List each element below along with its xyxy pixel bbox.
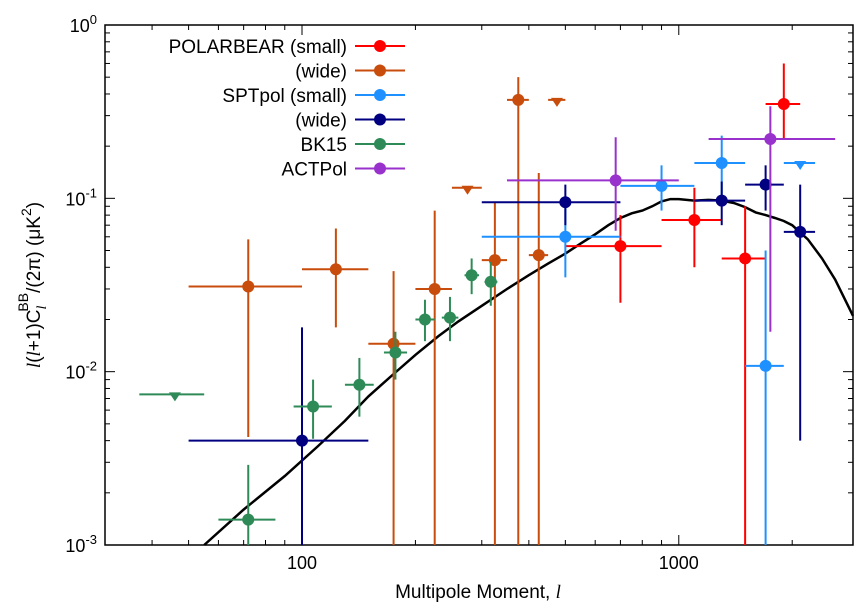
- data-point: [759, 178, 772, 191]
- series-5-group: [506, 106, 836, 332]
- y-tick-label: 10-2: [65, 359, 97, 383]
- legend-label: BK15: [301, 135, 347, 156]
- series-0-group: [565, 63, 801, 545]
- series-2-group: [481, 135, 816, 545]
- x-tick-label: 1000: [659, 553, 699, 573]
- legend-swatch-marker: [374, 138, 386, 150]
- data-point: [242, 513, 255, 526]
- series-1-group: [188, 77, 566, 545]
- upper-limit-marker: [550, 97, 563, 107]
- data-point: [296, 434, 309, 447]
- upper-limit-marker: [461, 185, 474, 195]
- data-point: [655, 179, 668, 192]
- data-point: [443, 311, 456, 324]
- series-3-group: [188, 165, 816, 545]
- legend-label: (wide): [295, 62, 347, 83]
- legend-swatch-marker: [374, 113, 386, 126]
- legend-swatch-marker: [374, 162, 386, 175]
- plot-frame: [104, 24, 854, 546]
- data-point: [794, 225, 807, 238]
- y-axis-label: l(l+1)ClBB/(2π) (μK2): [15, 202, 50, 368]
- x-tick-label: 100: [287, 553, 317, 573]
- upper-limit-marker: [794, 160, 807, 170]
- legend-swatch-marker: [374, 89, 386, 101]
- data-point: [759, 359, 772, 372]
- data-point: [389, 346, 402, 359]
- y-tick-label: 10-1: [65, 185, 97, 209]
- legend-swatch-marker: [374, 40, 386, 52]
- legend-swatch-marker: [374, 64, 386, 77]
- data-point: [609, 174, 622, 187]
- data-point: [715, 156, 728, 169]
- y-tick-label: 10-3: [65, 532, 97, 556]
- data-point: [777, 98, 790, 111]
- data-point: [488, 254, 501, 267]
- data-point: [559, 196, 572, 209]
- data-point: [307, 400, 320, 413]
- data-point: [242, 280, 255, 293]
- legend-label: ACTPol: [282, 160, 347, 181]
- data-point: [715, 194, 728, 207]
- legend-label: (wide): [295, 111, 347, 132]
- data-point: [512, 93, 525, 106]
- data-point: [688, 213, 701, 226]
- data-point: [532, 249, 545, 262]
- data-point: [353, 378, 366, 391]
- data-point: [484, 275, 497, 288]
- data-point: [465, 269, 478, 282]
- data-point: [559, 230, 572, 243]
- data-point: [428, 282, 441, 295]
- legend-label: SPTpol (small): [222, 86, 347, 107]
- series-4-group: [139, 258, 498, 545]
- data-point: [418, 313, 431, 326]
- data-point: [614, 240, 627, 253]
- upper-limit-marker: [168, 392, 181, 402]
- data-point: [329, 263, 342, 276]
- data-point: [739, 252, 752, 265]
- model-curve-line: [203, 197, 855, 546]
- x-axis-label: Multipole Moment, l: [395, 582, 561, 603]
- data-point: [764, 132, 777, 145]
- y-tick-label: 100: [70, 12, 97, 36]
- legend-label: POLARBEAR (small): [169, 37, 347, 58]
